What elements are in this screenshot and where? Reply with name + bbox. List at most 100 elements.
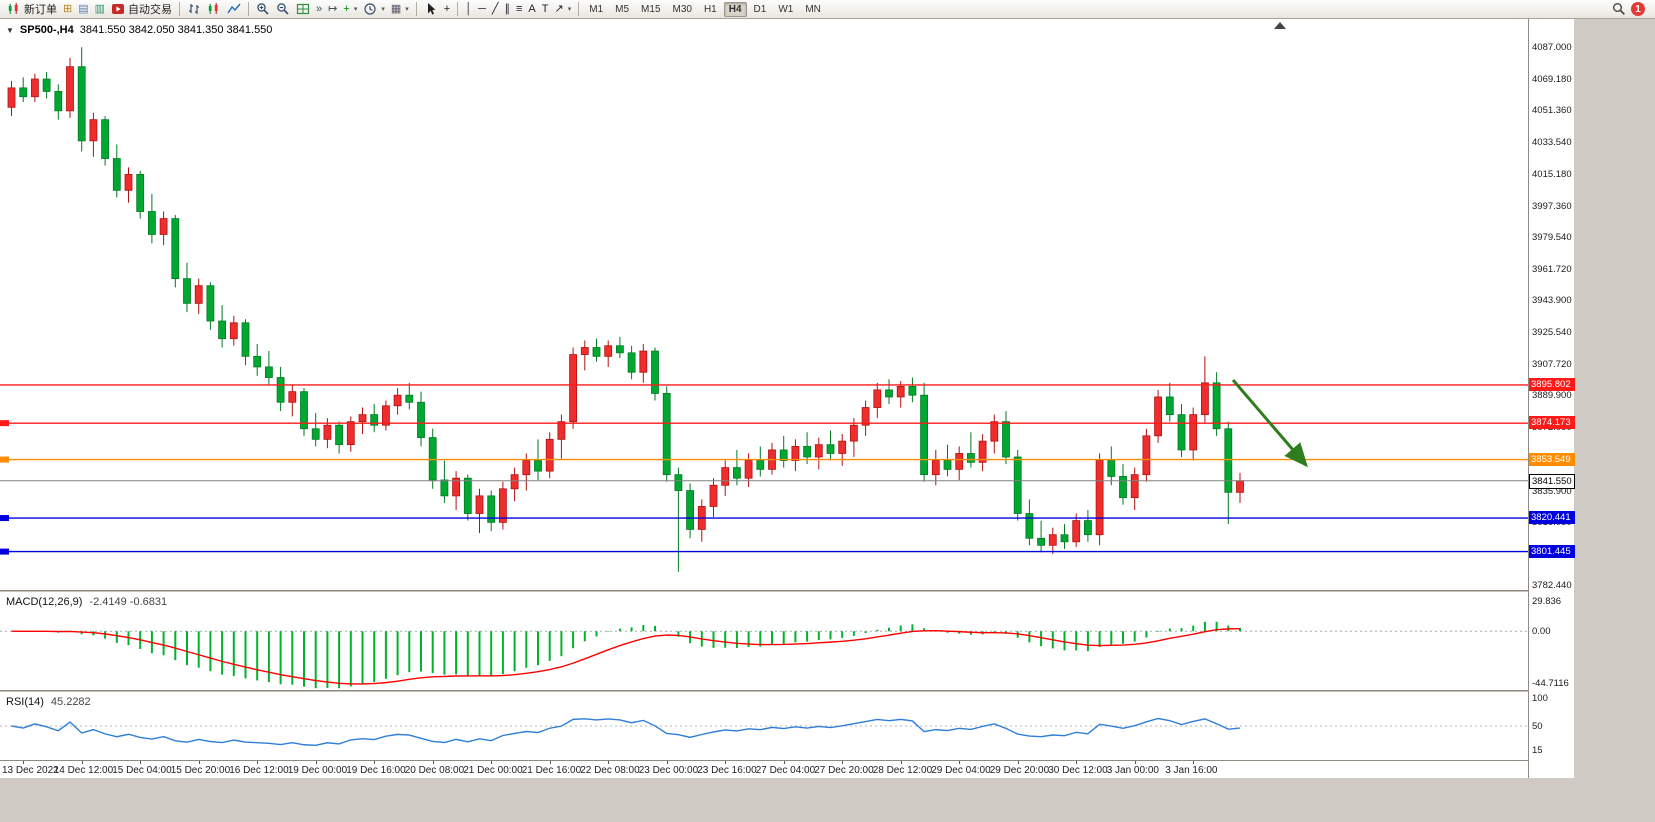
price-axis-label: 4015.180 [1532, 169, 1572, 181]
zoom-out-button[interactable] [273, 1, 293, 18]
price-chart[interactable] [0, 19, 1528, 590]
channel-button[interactable]: ∥ [502, 1, 514, 18]
price-axis-label: 4033.540 [1532, 136, 1572, 148]
cursor-icon [427, 3, 436, 15]
text-label-glyph: T [541, 2, 549, 15]
time-axis-tick [198, 761, 200, 764]
crosshair-button[interactable]: + [441, 1, 453, 18]
time-axis-tick [608, 761, 610, 764]
macd-axis-label: 0.00 [1532, 626, 1551, 638]
auto-scroll-button[interactable]: » [313, 1, 325, 18]
time-axis-tick [374, 761, 376, 764]
time-axis-label: 15 Dec 20:00 [170, 765, 231, 776]
time-axis-label: 19 Dec 00:00 [287, 765, 348, 776]
one-click-trading-toggle[interactable]: ▼ [6, 25, 14, 35]
trendline-button[interactable]: ╱ [489, 1, 502, 18]
toolbar-separator [248, 2, 250, 16]
bar-chart-mode-button[interactable] [184, 1, 204, 18]
rsi-axis-label: 100 [1532, 693, 1548, 704]
arrows-button[interactable]: ↗ ▾ [552, 1, 575, 18]
price-axis-label: 3835.900 [1532, 485, 1572, 497]
candle-chart-mode-button[interactable] [204, 1, 224, 18]
arrows-glyph: ↗ [554, 2, 564, 15]
toolbar-separator [578, 2, 580, 16]
hline-price-label[interactable]: 3895.802 [1529, 377, 1575, 391]
time-axis-tick [81, 761, 83, 764]
timeframe-m15[interactable]: M15 [641, 3, 661, 15]
vertical-line-button[interactable]: │ [462, 1, 475, 18]
chart-title: ▼ SP500-,H4 3841.550 3842.050 3841.350 3… [6, 24, 272, 36]
indicators-button[interactable]: + ▾ [340, 1, 360, 18]
crosshair-glyph: + [443, 2, 451, 15]
price-axis[interactable]: 4087.000 4069.180 4051.360 4033.540 4015.180… [1528, 19, 1575, 778]
zoomin-icon [257, 3, 269, 15]
text-button[interactable]: A [525, 1, 538, 18]
time-axis-label: 13 Dec 2022 [2, 765, 59, 776]
macd-values: -2.4149 -0.6831 [89, 596, 168, 608]
new-order-button[interactable]: 新订单 [4, 1, 60, 18]
time-axis-tick [1193, 761, 1195, 764]
panel-splitter[interactable] [0, 690, 1574, 692]
macd-axis-label: 29.836 [1532, 596, 1562, 607]
price-axis-label: 3889.900 [1532, 390, 1572, 402]
price-axis-label: 3961.720 [1532, 263, 1572, 275]
hline-price-label[interactable]: 3801.445 [1529, 544, 1575, 558]
fibonacci-glyph: ≡ [516, 2, 523, 15]
time-axis-tick [959, 761, 961, 764]
notification-badge[interactable]: 1 [1631, 2, 1645, 16]
new-chart-button[interactable]: ⊞ [60, 1, 75, 18]
timeframe-h4[interactable]: H4 [723, 1, 747, 17]
candles-icon [8, 3, 18, 14]
market-watch-button[interactable]: ▥ [92, 1, 108, 18]
timeframe-m30[interactable]: M30 [672, 3, 692, 15]
horizontal-line-button[interactable]: ─ [475, 1, 489, 18]
hline-price-label[interactable]: 3874.173 [1529, 416, 1575, 430]
timeframe-d1[interactable]: D1 [753, 3, 767, 15]
templates-button[interactable]: ▦ ▾ [388, 1, 412, 18]
price-axis-label: 3979.540 [1532, 232, 1572, 244]
time-axis-label: 29 Dec 20:00 [989, 765, 1050, 776]
autotrading-button[interactable]: 自动交易 [108, 1, 175, 18]
autotrading-icon [112, 4, 125, 14]
panel-splitter[interactable] [0, 590, 1574, 592]
macd-panel[interactable] [0, 592, 1528, 690]
zoom-in-button[interactable] [253, 1, 273, 18]
text-label-button[interactable]: T [539, 1, 552, 18]
time-axis-tick [1076, 761, 1078, 764]
current-price-label[interactable]: 3841.550 [1529, 473, 1575, 489]
time-axis-label: 28 Dec 12:00 [872, 765, 933, 776]
time-axis-tick [842, 761, 844, 764]
search-button[interactable] [1609, 1, 1629, 18]
new-chart-glyph: ⊞ [63, 2, 73, 15]
timeframe-h1[interactable]: H1 [703, 3, 717, 15]
price-axis-label: 4069.180 [1532, 73, 1572, 85]
hline-price-label[interactable]: 3853.549 [1529, 452, 1575, 466]
time-axis-tick [666, 761, 668, 764]
chart-shift-button[interactable]: ↦ [325, 1, 340, 18]
hline-price-label[interactable]: 3820.441 [1529, 511, 1575, 525]
cursor-button[interactable] [421, 1, 441, 18]
timeframe-m1[interactable]: M1 [589, 3, 604, 15]
fibonacci-button[interactable]: ≡ [513, 1, 525, 18]
toolbar-separator [179, 2, 181, 16]
timeframe-mn[interactable]: MN [805, 3, 821, 15]
timeframe-w1[interactable]: W1 [778, 3, 794, 15]
chevron-down-icon: ▾ [353, 6, 358, 13]
timeframe-m5[interactable]: M5 [615, 3, 630, 15]
time-axis-label: 20 Dec 08:00 [404, 765, 465, 776]
tile-windows-button[interactable] [293, 1, 313, 18]
chart-window[interactable]: ▼ SP500-,H4 3841.550 3842.050 3841.350 3… [0, 19, 1575, 778]
time-axis-label: 3 Jan 16:00 [1165, 765, 1218, 776]
time-axis-label: 30 Dec 12:00 [1048, 765, 1108, 776]
rsi-panel[interactable] [0, 692, 1528, 760]
rsi-value: 45.2282 [50, 696, 91, 708]
time-axis-label: 3 Jan 00:00 [1106, 765, 1159, 776]
chart-ohlc: 3841.550 3842.050 3841.350 3841.550 [79, 24, 273, 36]
time-axis-tick [900, 761, 902, 764]
time-axis[interactable]: 13 Dec 2022 14 Dec 12:00 15 Dec 04:00 15 De… [0, 760, 1574, 778]
profiles-button[interactable]: ▤ [75, 1, 91, 18]
candles-icon [208, 3, 218, 14]
line-chart-mode-button[interactable] [224, 1, 244, 18]
auto-scroll-glyph: » [316, 2, 323, 15]
periods-button[interactable]: ▾ [360, 1, 388, 18]
